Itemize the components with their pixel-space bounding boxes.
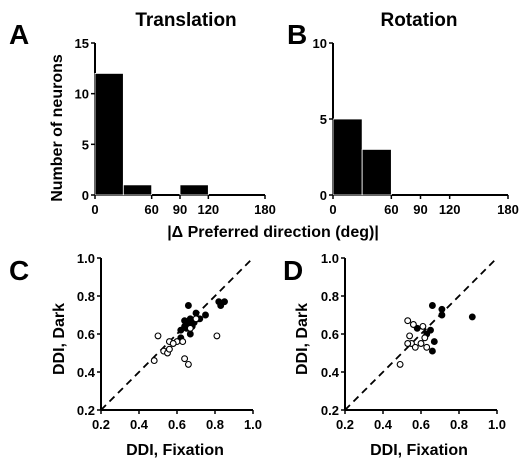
panel-letter-d: D [283, 255, 303, 286]
scatter-c-point-filled [181, 317, 189, 325]
histogram-translation: 0 60 90 120 180 0 5 10 15 [75, 36, 276, 217]
hist-translation-bar-3 [179, 184, 209, 196]
scatter-d-point-filled [438, 305, 446, 313]
panel-letter-a: A [9, 19, 29, 50]
scatter-c-x-tick-label: 0.8 [206, 417, 224, 432]
scatter-d-point-open [419, 322, 427, 330]
scatter-c-x-tick-label: 1.0 [244, 417, 262, 432]
histogram-y-axis-label: Number of neurons [49, 54, 66, 202]
scatter-d-point-open [396, 360, 404, 368]
hist-rotation-x-tick-label: 0 [329, 202, 336, 217]
scatter-d-x-tick-label: 0.4 [374, 417, 393, 432]
scatter-c-point-filled [221, 298, 228, 306]
hist-translation-bar-1 [122, 184, 153, 196]
hist-translation-y-tick-label: 5 [82, 137, 89, 152]
scatter-d-point-filled [428, 347, 436, 355]
scatter-c-point-filled [184, 302, 192, 309]
scatter-c-y-tick-label: 0.6 [77, 327, 95, 342]
scatter-d-x-tick-label: 1.0 [488, 417, 506, 432]
scatter-c-point-open [179, 338, 187, 346]
scatter-d-point-open [417, 340, 425, 347]
scatter-d-x-axis-label: DDI, Fixation [370, 442, 468, 459]
hist-translation-x-tick-label: 90 [173, 202, 187, 217]
scatter-d-point-open [423, 343, 431, 351]
hist-translation-y-tick-label: 10 [75, 87, 89, 102]
scatter-c-point-open [165, 345, 173, 353]
scatter-d-point-filled [468, 313, 476, 321]
hist-translation-y-tick-label: 0 [82, 188, 89, 203]
scatter-c-point-open [184, 360, 192, 368]
scatter-c-y-tick-label: 1.0 [77, 251, 95, 266]
scatter-c-point-filled [177, 326, 185, 334]
hist-rotation-y-tick-label: 5 [320, 112, 327, 127]
hist-rotation-bar-0 [332, 118, 363, 196]
scatter-d-x-tick-label: 0.8 [450, 417, 468, 432]
scatter-c-point-filled [192, 309, 200, 317]
panel-letter-c: C [9, 255, 29, 286]
hist-rotation-x-tick-label: 90 [413, 202, 427, 217]
scatter-c-y-tick-label: 0.8 [77, 289, 95, 304]
hist-rotation-x-tick-label: 120 [439, 202, 461, 217]
scatter-c-x-tick-label: 0.6 [168, 417, 186, 432]
scatter-d-point-open [404, 317, 412, 325]
scatter-d-point-open [421, 334, 429, 342]
scatter-d-y-tick-label: 0.6 [321, 327, 339, 342]
scatter-c-x-axis-label: DDI, Fixation [126, 442, 224, 459]
histogram-rotation: 0 60 90 120 180 0 5 10 [313, 36, 519, 217]
panel-letter-b: B [287, 19, 307, 50]
hist-rotation-bar-1 [361, 148, 392, 196]
histogram-x-axis-label: |Δ Preferred direction (deg)| [167, 224, 379, 241]
scatter-c-point-filled [215, 298, 223, 306]
scatter-d-y-axis-label: DDI, Dark [294, 303, 311, 375]
scatter-d-point-open [406, 332, 414, 340]
scatter-c-point-open [154, 332, 162, 340]
hist-translation-x-tick-label: 0 [91, 202, 98, 217]
scatter-c-y-axis-label: DDI, Dark [51, 303, 68, 375]
scatter-d-y-tick-label: 0.2 [321, 403, 339, 418]
scatter-c-unity-line [100, 257, 254, 411]
scatter-c-y-tick-label: 0.4 [77, 365, 96, 380]
scatter-d-y-tick-label: 1.0 [321, 251, 339, 266]
scatter-c-point-open [150, 357, 158, 365]
hist-translation-bar-0 [94, 73, 124, 196]
hist-translation-y-tick-label: 15 [75, 36, 89, 51]
scatter-c-point-filled [202, 311, 209, 319]
scatter-d-point-open [404, 340, 412, 347]
scatter-d-point-filled [428, 302, 436, 309]
scatter-c-x-tick-label: 0.2 [92, 417, 110, 432]
scatter-c-point-open [169, 340, 177, 347]
scatter-c-y-tick-label: 0.2 [77, 403, 95, 418]
scatter-d-point-filled [438, 311, 446, 319]
hist-rotation-x-tick-label: 180 [497, 202, 519, 217]
panel-title-rotation: Rotation [380, 10, 457, 31]
scatter-c-point-filled [186, 330, 194, 338]
scatter-d-point-filled [430, 338, 438, 346]
scatter-d-x-tick-label: 0.2 [336, 417, 354, 432]
hist-rotation-y-tick-label: 10 [313, 36, 327, 51]
scatter-c-point-open [213, 332, 221, 340]
scatter-d: 0.2 0.4 0.6 0.8 1.0 0.2 0.4 0.6 0.8 1.0 [321, 251, 506, 432]
panel-title-translation: Translation [135, 10, 236, 31]
hist-translation-x-tick-label: 60 [144, 202, 158, 217]
scatter-c-point-open [181, 355, 189, 363]
scatter-c-point-open [192, 315, 200, 323]
scatter-d-point-open [411, 343, 419, 351]
scatter-c-x-tick-label: 0.4 [130, 417, 149, 432]
hist-translation-x-tick-label: 180 [254, 202, 276, 217]
scatter-d-y-tick-label: 0.8 [321, 289, 339, 304]
scatter-d-point-open [409, 321, 417, 328]
hist-translation-x-tick-label: 120 [197, 202, 219, 217]
scatter-c-point-open [186, 324, 194, 332]
scatter-d-y-tick-label: 0.4 [321, 365, 340, 380]
scatter-d-x-tick-label: 0.6 [412, 417, 430, 432]
scatter-d-unity-line [344, 257, 498, 411]
hist-rotation-x-tick-label: 60 [384, 202, 398, 217]
hist-rotation-y-tick-label: 0 [320, 188, 327, 203]
scatter-c: 0.2 0.4 0.6 0.8 1.0 0.2 0.4 0.6 0.8 1.0 [77, 251, 262, 432]
